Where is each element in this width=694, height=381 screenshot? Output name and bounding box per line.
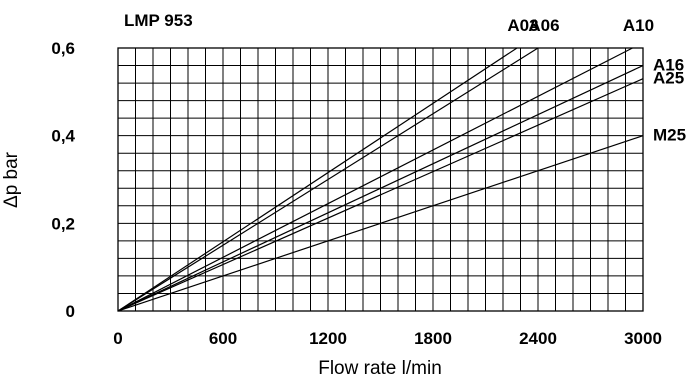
x-tick-label: 1800 [414,329,452,348]
x-tick-label: 1200 [309,329,347,348]
grid [118,48,643,311]
plot-frame [117,47,644,312]
x-tick-label: 2400 [519,329,557,348]
series-lines [117,47,644,312]
y-axis-title: Δp bar [1,151,22,208]
y-tick-label: 0 [66,302,75,321]
y-tick-label: 0,2 [51,214,75,233]
x-tick-labels: 0 600 1200 1800 2400 3000 [113,329,662,348]
series-label-a16: A16 [653,56,684,75]
x-tick-label: 0 [113,329,122,348]
y-tick-label: 0,4 [51,127,75,146]
series-label-m25: M25 [653,126,686,145]
chart-title: LMP 953 [124,11,193,30]
series-label-a10: A10 [623,16,654,35]
y-tick-label: 0,6 [51,39,75,58]
y-tick-labels: 0 0,2 0,4 0,6 [51,39,75,321]
series-line-a10 [117,47,633,312]
x-tick-label: 600 [209,329,237,348]
series-line-a25 [117,78,644,312]
series-line-a06 [117,47,539,312]
series-label-a03: A03 [507,16,538,35]
series-line-m25 [117,135,644,312]
series-line-a16 [117,64,644,312]
series-label-a25: A25 [653,69,684,88]
x-axis-title: Flow rate l/min [318,358,442,379]
series-label-a06: A06 [528,16,559,35]
series-line-a03 [117,47,518,312]
x-tick-label: 3000 [624,329,662,348]
